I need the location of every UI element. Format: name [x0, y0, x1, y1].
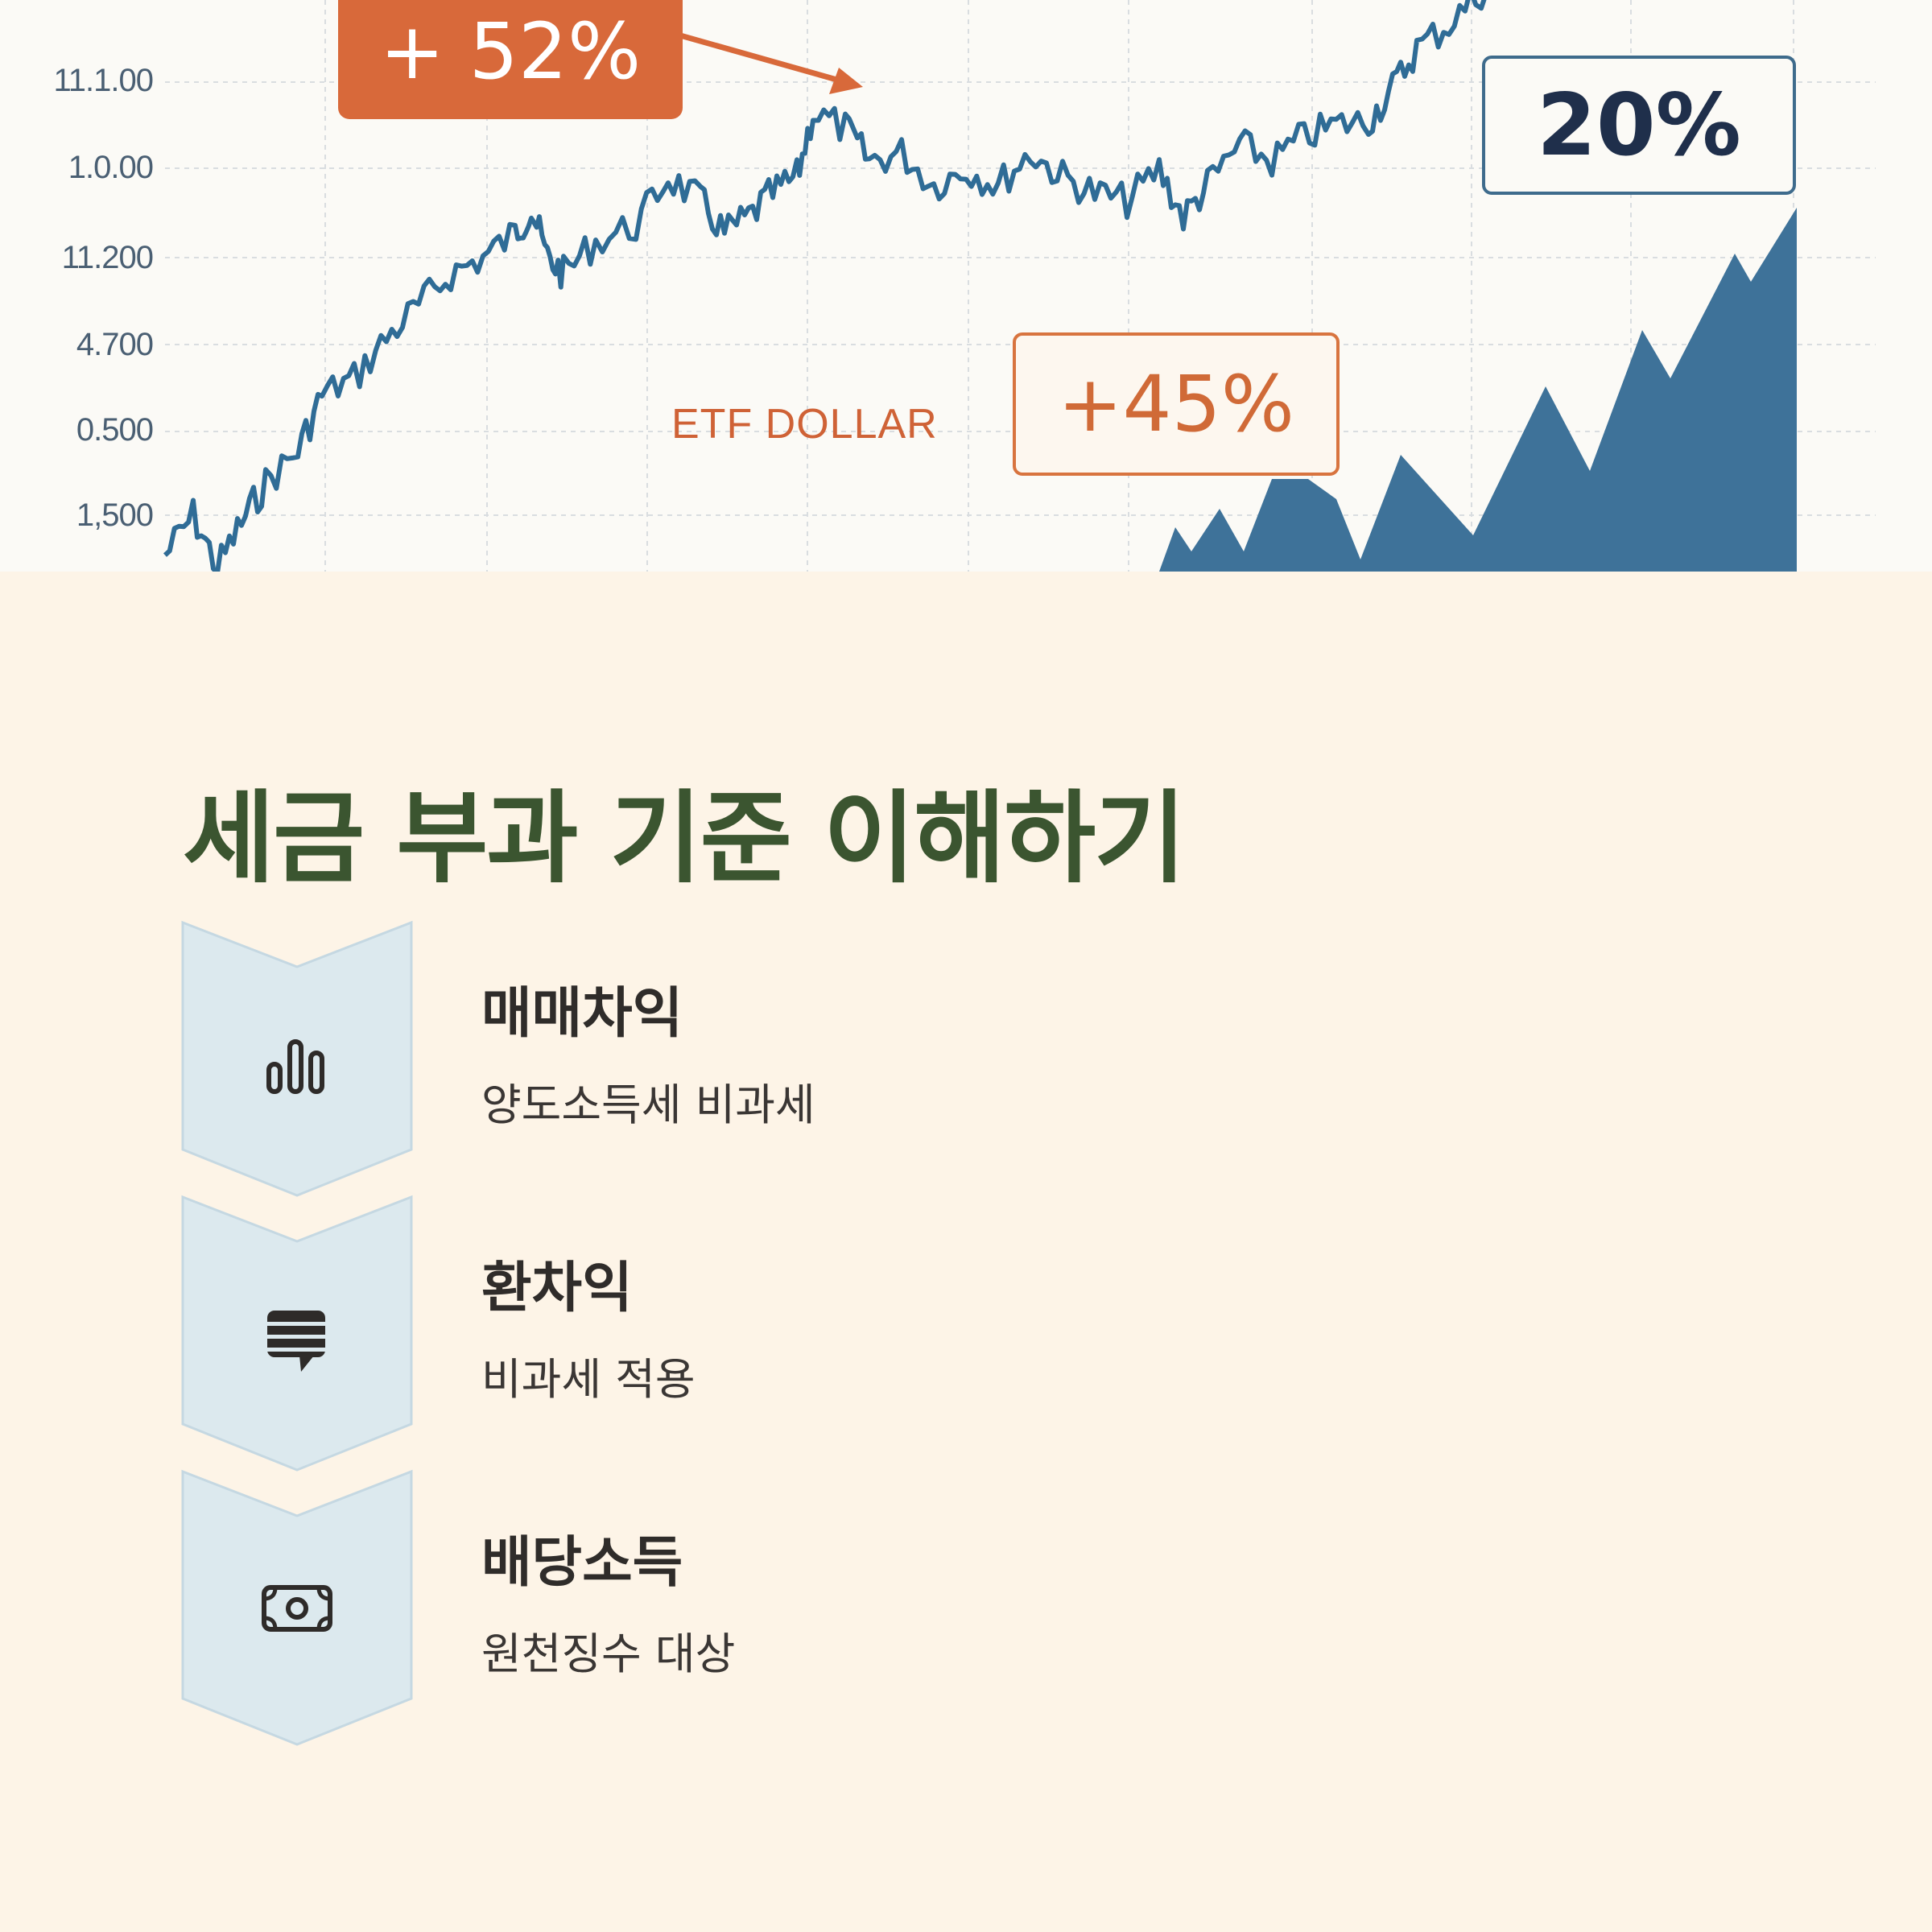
item-title: 환차익: [481, 1257, 633, 1320]
tax-item-dividend: 배당소득 원천징수 대상: [0, 1469, 1932, 1746]
arrow-head: [829, 68, 863, 94]
area-series: [1159, 208, 1797, 572]
line-series: [163, 0, 1487, 572]
tax-item-trading-gain: 매매차익 양도소득세 비과세: [0, 920, 1932, 1197]
item-description: 양도소득세 비과세: [481, 1080, 815, 1130]
item-title: 매매차익: [481, 982, 683, 1046]
y-tick-label: 11.1.00: [53, 63, 155, 98]
tax-item-fx-gain: 환차익 비과세 적용: [0, 1195, 1932, 1472]
cash-icon: [262, 1585, 332, 1632]
item-description: 원천징수 대상: [481, 1629, 736, 1679]
chart-graphic: [163, 0, 1876, 572]
y-tick-label: 4.700: [76, 327, 154, 362]
gain-badge-45: +45%: [1013, 332, 1340, 476]
gain-badge-52: + 52%: [338, 0, 683, 119]
arrow-connector: [679, 32, 846, 85]
y-tick-label: 0.500: [76, 412, 154, 448]
section-title: 세금 부과 기준 이해하기: [183, 781, 1186, 897]
message-icon: [267, 1311, 325, 1372]
y-tick-label: 11.200: [61, 240, 154, 275]
chevron-shape: [181, 920, 413, 1197]
rate-badge-20: 20%: [1482, 56, 1796, 195]
hero-chart-image: 11.1.00 1.0.00 11.200 4.700 0.500 1,500 …: [0, 0, 1932, 572]
item-description: 비과세 적용: [481, 1354, 696, 1405]
bar-chart-icon: [266, 1039, 324, 1094]
chevron-shape: [181, 1469, 413, 1746]
item-title: 배당소득: [481, 1531, 683, 1595]
y-tick-label: 1.0.00: [68, 150, 154, 185]
series-label: ETF DOLLAR: [671, 401, 938, 448]
y-tick-label: 1,500: [76, 497, 154, 533]
